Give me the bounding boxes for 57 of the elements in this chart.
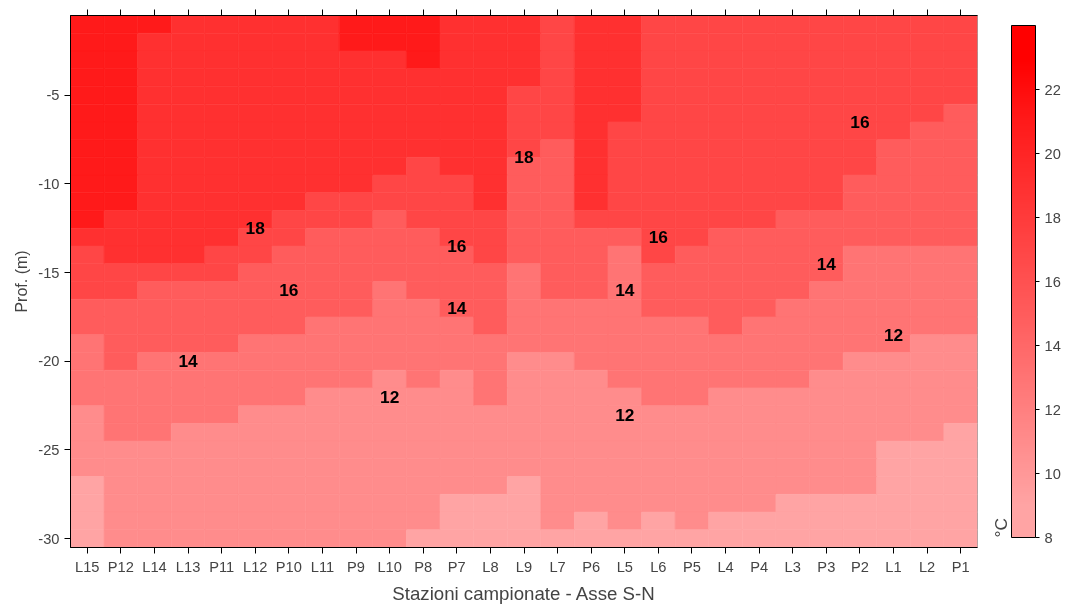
x-tick-label: L8 [482, 558, 499, 575]
color-bar-label: 10 [1044, 465, 1061, 482]
color-bar-label: 8 [1044, 529, 1053, 546]
y-tick-label: -25 [38, 441, 60, 458]
annotation: 16 [279, 280, 299, 301]
x-tick-label: L4 [717, 558, 734, 575]
color-bar-label: 12 [1044, 401, 1061, 418]
x-tick-label: P6 [582, 558, 601, 575]
x-tick-label: L11 [310, 558, 335, 575]
color-bar-label: 14 [1044, 337, 1061, 354]
color-bar-label: 16 [1044, 273, 1061, 290]
x-tick-label: P10 [275, 558, 302, 575]
x-tick-label: L5 [616, 558, 633, 575]
x-tick-label: L14 [142, 558, 167, 575]
x-tick-label: P3 [817, 558, 836, 575]
x-tick-label: L2 [918, 558, 936, 575]
x-tick-label: L7 [549, 558, 566, 575]
annotation: 12 [379, 386, 400, 407]
x-tick-label: L12 [243, 558, 268, 575]
y-tick-label: -15 [38, 264, 60, 281]
y-tick-label: -10 [38, 175, 60, 192]
x-tick-label: P4 [750, 558, 769, 575]
x-tick-label: P7 [447, 558, 466, 575]
color-bar-label: 18 [1044, 209, 1061, 226]
y-tick-label: -5 [46, 87, 60, 104]
x-tick-label: L3 [784, 558, 801, 575]
annotation: 16 [447, 236, 467, 257]
x-tick-label: L1 [885, 558, 902, 575]
x-tick-label: L15 [75, 558, 100, 575]
y-axis-title: Prof. (m) [13, 250, 31, 313]
annotation: 14 [615, 280, 635, 301]
color-bar-label: 22 [1044, 81, 1061, 98]
x-tick-label: L10 [377, 558, 402, 575]
x-tick-label: P1 [951, 558, 970, 575]
color-bar-title: °C [990, 518, 1011, 538]
annotation: 16 [648, 227, 669, 248]
x-tick-label: P8 [414, 558, 433, 575]
y-tick-label: -30 [38, 530, 60, 547]
x-tick-label: L9 [515, 558, 533, 575]
x-tick-label: L6 [650, 558, 667, 575]
x-tick-label: P5 [683, 558, 701, 575]
x-tick-label: P12 [107, 558, 134, 575]
annotation: 14 [178, 351, 199, 372]
x-tick-label: L13 [175, 558, 201, 575]
x-tick-label: P9 [347, 558, 366, 575]
annotation: 14 [816, 253, 837, 274]
x-tick-label: P2 [850, 558, 869, 575]
x-axis-title: Stazioni campionate - Asse S-N [392, 582, 655, 604]
color-bar-label: 20 [1044, 145, 1061, 162]
annotation: 14 [447, 298, 467, 319]
annotation: 12 [883, 324, 904, 345]
annotation: 12 [615, 404, 635, 425]
annotation: 18 [514, 147, 534, 168]
annotation: 18 [245, 218, 266, 239]
x-tick-label: P11 [209, 558, 235, 575]
y-tick-label: -20 [38, 353, 60, 370]
annotation: 16 [850, 111, 870, 132]
